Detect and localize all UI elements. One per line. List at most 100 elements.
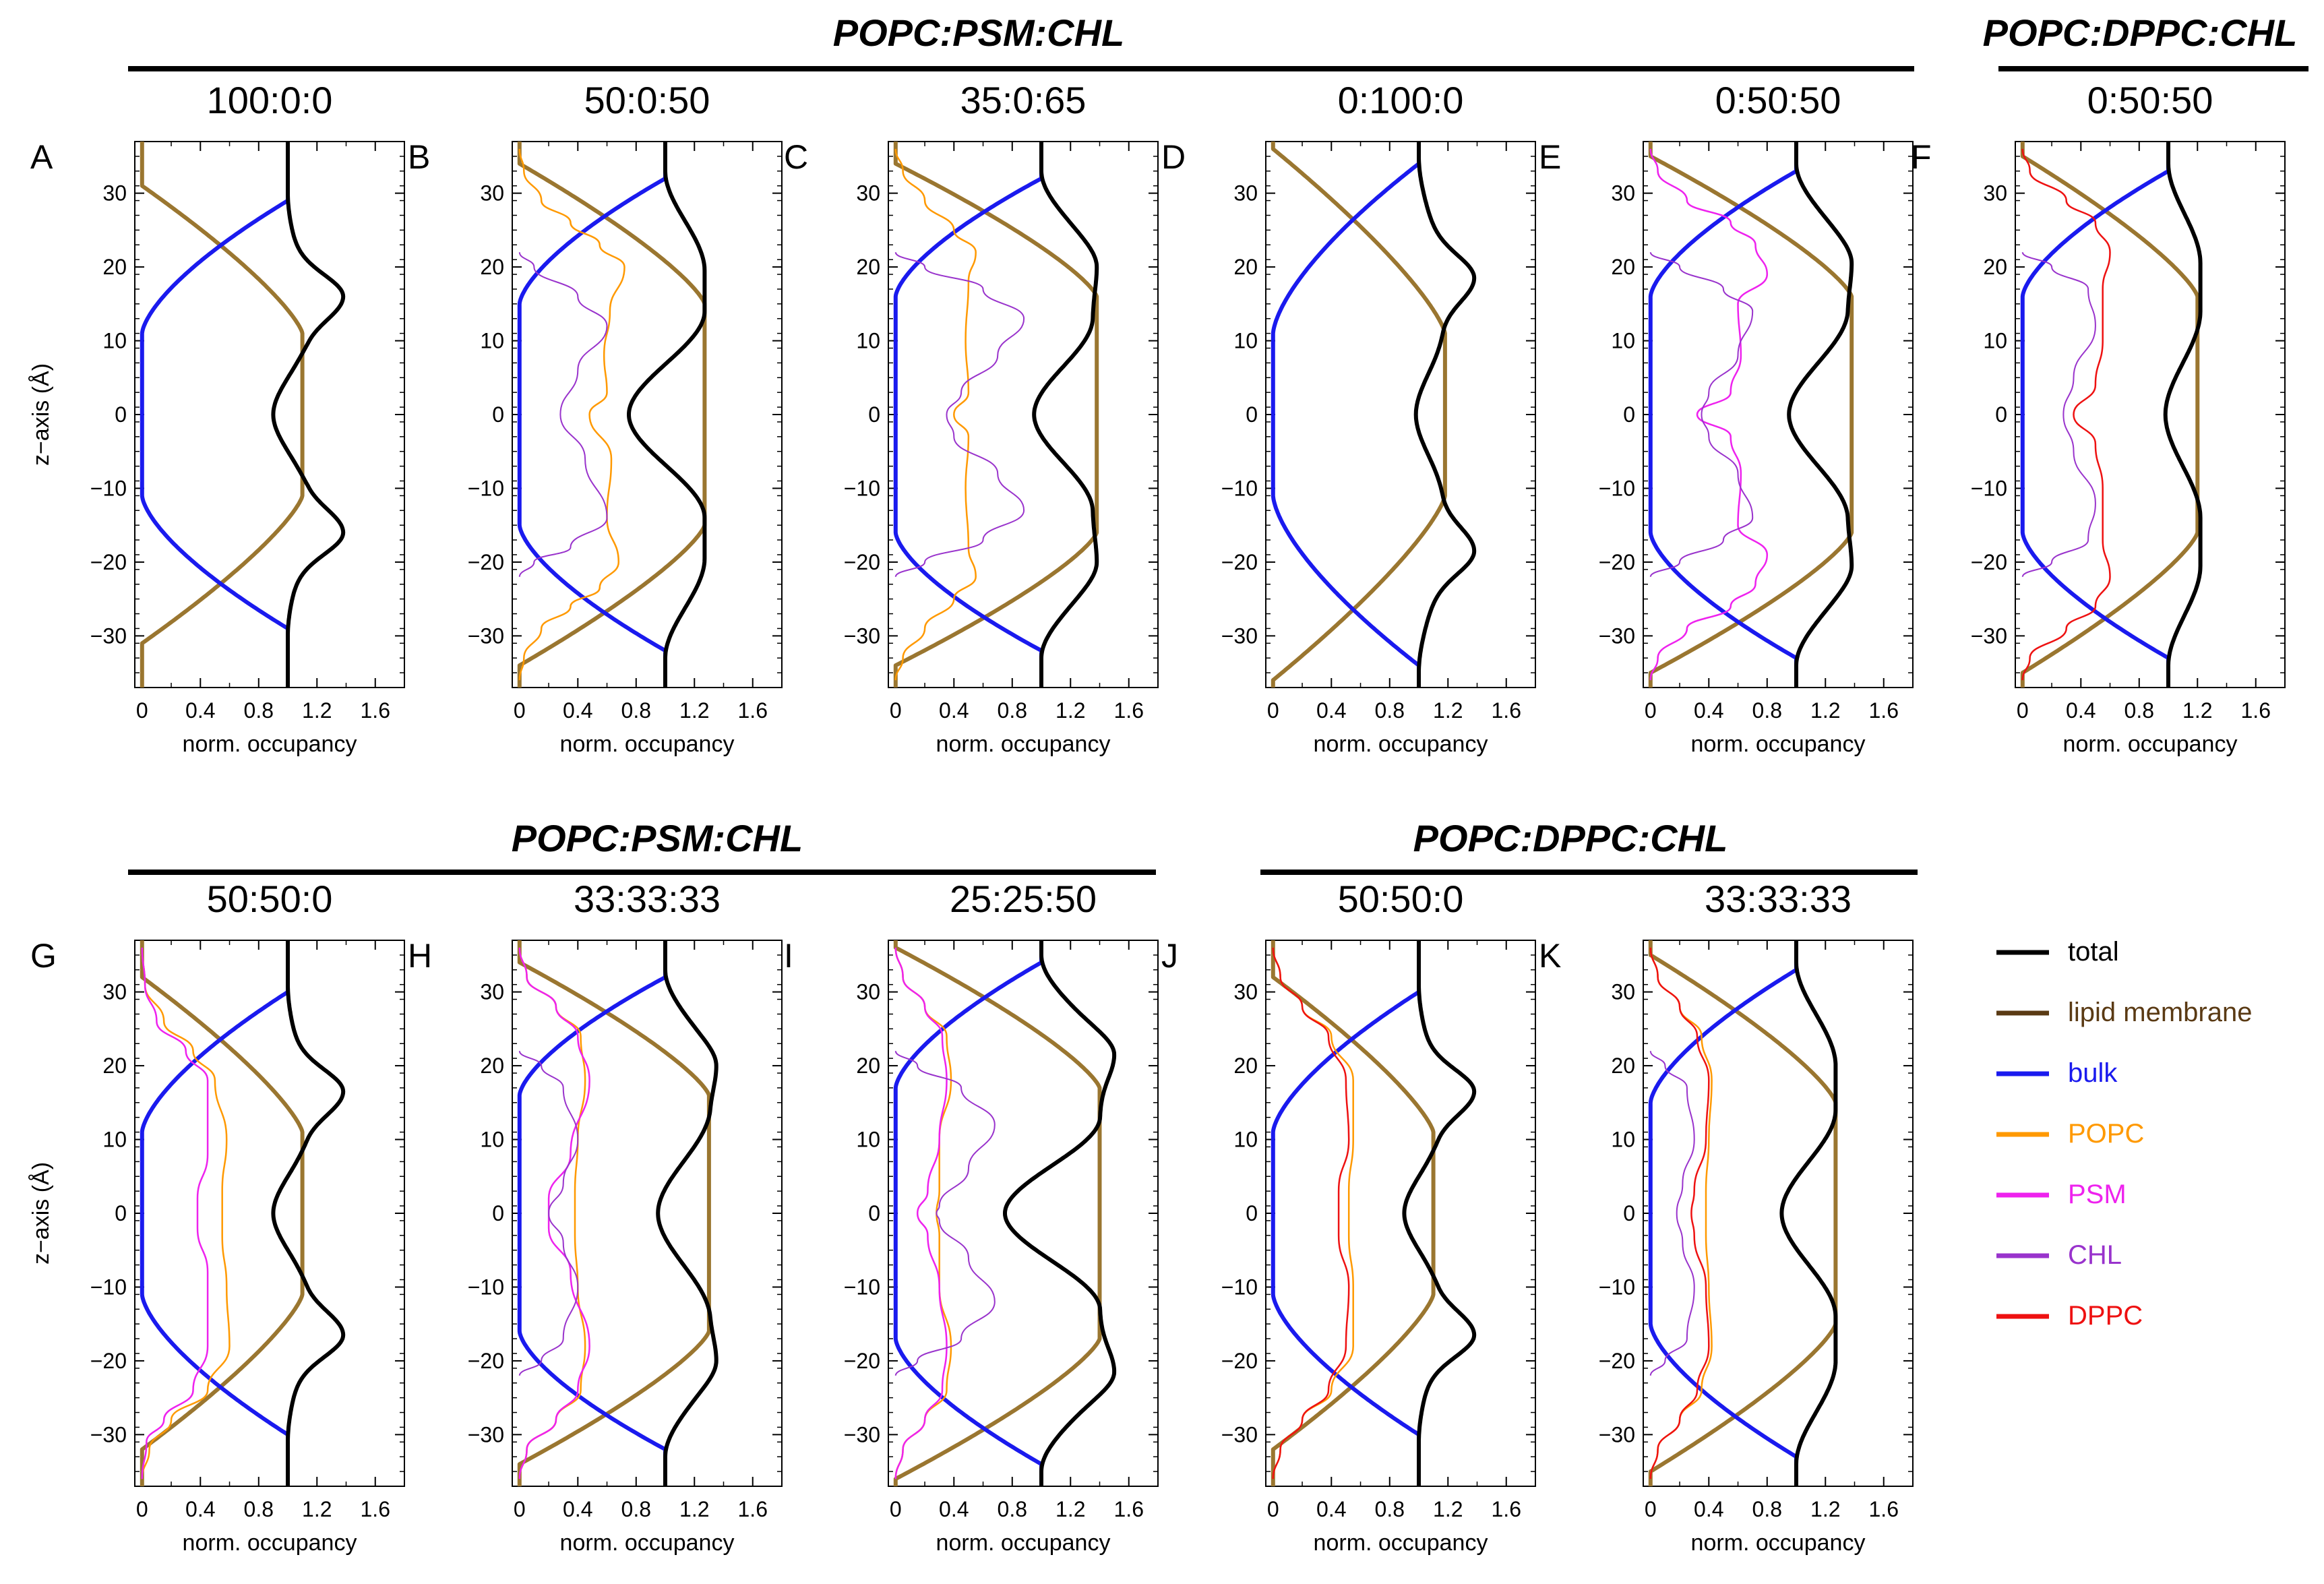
- legend-label: DPPC: [2068, 1301, 2143, 1331]
- x-tick-label: 0.4: [1316, 698, 1346, 723]
- y-tick-label: 10: [1611, 1128, 1635, 1152]
- panel-C: 35:0:65 C 30 20 10 0 −10 −20 −30 0 0.4 0.8 1.2 1.6nor…: [784, 79, 1159, 757]
- panel-title: 33:33:33: [574, 878, 721, 920]
- x-tick-label: 1.2: [2182, 698, 2212, 723]
- x-tick-label: 0.4: [1694, 698, 1723, 723]
- series-line-total: [1032, 142, 1099, 688]
- y-tick-label: −10: [844, 476, 880, 500]
- panel-title: 0:50:50: [2087, 79, 2213, 121]
- x-axis-label: norm. occupancy: [560, 1530, 735, 1556]
- y-tick-label: 20: [1233, 1054, 1258, 1078]
- y-tick-label: 10: [480, 1128, 504, 1152]
- x-tick-label: 1.6: [738, 1497, 768, 1521]
- y-tick-label: −30: [90, 1422, 127, 1446]
- y-tick-label: 0: [1246, 402, 1258, 427]
- series-line-bulk: [140, 940, 290, 1486]
- y-tick-label: −10: [1971, 476, 2007, 500]
- y-tick-label: 10: [1233, 329, 1258, 353]
- series-line-psm: [518, 947, 590, 1480]
- y-tick-label: 20: [480, 255, 504, 279]
- y-tick-label: −20: [1221, 1349, 1258, 1373]
- legend-label: lipid membrane: [2068, 998, 2252, 1027]
- y-tick-label: 30: [856, 980, 880, 1004]
- x-tick-label: 1.2: [1810, 1497, 1840, 1521]
- x-tick-label: 1.2: [302, 698, 332, 723]
- panel-letter: G: [30, 937, 57, 975]
- series-line-total: [656, 940, 718, 1486]
- series-line-lipid-membrane: [1271, 142, 1447, 688]
- series-line-lipid-membrane: [1648, 142, 1854, 688]
- series-line-lipid-membrane: [517, 940, 711, 1486]
- x-tick-label: 1.2: [679, 1497, 709, 1521]
- group-header-top-left: POPC:PSM:CHL: [128, 11, 1914, 71]
- panel-letter: H: [408, 937, 432, 975]
- y-tick-label: 30: [480, 980, 504, 1004]
- series-line-bulk: [1648, 142, 1798, 688]
- y-tick-label: −30: [468, 623, 504, 648]
- legend-item: bulk: [1996, 1058, 2118, 1088]
- series-line-lipid-membrane: [140, 142, 305, 688]
- panel-title: 0:50:50: [1715, 79, 1841, 121]
- y-axis-label: z−axis (Å): [28, 1162, 54, 1265]
- series-line-total: [271, 940, 346, 1486]
- panel-letter: E: [1539, 138, 1561, 176]
- x-tick-label: 0.4: [1694, 1497, 1723, 1521]
- y-tick-label: −10: [844, 1275, 880, 1299]
- plot-frame: [1265, 940, 1536, 1487]
- x-axis-label: norm. occupancy: [936, 731, 1111, 757]
- series-line-chl: [1649, 1050, 1695, 1376]
- y-tick-label: 10: [480, 329, 504, 353]
- y-tick-label: 20: [1611, 255, 1635, 279]
- x-tick-label: 0: [1267, 1497, 1279, 1521]
- y-tick-label: 0: [868, 402, 880, 427]
- legend-label: POPC: [2068, 1119, 2144, 1149]
- group-bar: [128, 66, 1914, 71]
- y-tick-label: −30: [1599, 1422, 1635, 1446]
- series-group: [517, 142, 707, 688]
- x-tick-label: 0.8: [998, 698, 1027, 723]
- y-tick-label: 10: [856, 1128, 880, 1152]
- x-tick-label: 1.2: [1810, 698, 1840, 723]
- x-tick-label: 1.2: [1433, 1497, 1463, 1521]
- panel-letter: C: [784, 138, 808, 176]
- group-label: POPC:PSM:CHL: [512, 817, 803, 859]
- series-line-psm: [141, 947, 209, 1480]
- series-line-lipid-membrane: [1648, 940, 1838, 1486]
- series-line-bulk: [1648, 940, 1798, 1486]
- x-tick-label: 1.6: [1114, 698, 1144, 723]
- series-line-popc: [1272, 947, 1354, 1480]
- series-line-dppc: [1272, 947, 1350, 1480]
- group-label: POPC:PSM:CHL: [833, 11, 1124, 54]
- panel-title: 0:100:0: [1338, 79, 1464, 121]
- series-group: [1271, 142, 1477, 688]
- y-tick-label: −10: [1221, 1275, 1258, 1299]
- y-tick-label: −20: [468, 550, 504, 574]
- x-axis-label: norm. occupancy: [1691, 731, 1866, 757]
- series-line-bulk: [517, 940, 667, 1486]
- panel-letter: I: [784, 937, 793, 975]
- x-tick-label: 1.6: [1869, 698, 1899, 723]
- panel-title: 50:0:50: [584, 79, 710, 121]
- series-line-lipid-membrane: [517, 142, 707, 688]
- y-tick-label: −10: [1599, 476, 1635, 500]
- panel-letter: J: [1161, 937, 1178, 975]
- series-line-total: [2163, 142, 2203, 688]
- y-tick-label: 0: [1995, 402, 2007, 427]
- y-tick-label: 10: [1611, 329, 1635, 353]
- y-tick-label: 30: [102, 980, 127, 1004]
- legend-label: bulk: [2068, 1058, 2118, 1088]
- series-line-total: [627, 142, 707, 688]
- panel-letter: D: [1161, 138, 1186, 176]
- series-line-lipid-membrane: [140, 940, 305, 1486]
- y-tick-label: −10: [1221, 476, 1258, 500]
- y-tick-label: 20: [1611, 1054, 1635, 1078]
- series-line-chl: [518, 1050, 579, 1376]
- series-line-lipid-membrane: [2020, 142, 2200, 688]
- series-line-total: [1779, 940, 1838, 1486]
- x-tick-label: 0.4: [939, 698, 969, 723]
- panel-E: 0:50:50 E 30 20 10 0 −10 −20 −30 0 0.4 0.8 1.2 1.6nor…: [1539, 79, 1914, 757]
- panel-title: 50:50:0: [207, 878, 333, 920]
- legend-item: lipid membrane: [1996, 998, 2252, 1027]
- panel-G: 50:50:0 G 30 20 10 0 −10 −20 −30 0 0.4 0.8 1.2 1.6nor…: [28, 878, 405, 1556]
- y-tick-label: 30: [1233, 980, 1258, 1004]
